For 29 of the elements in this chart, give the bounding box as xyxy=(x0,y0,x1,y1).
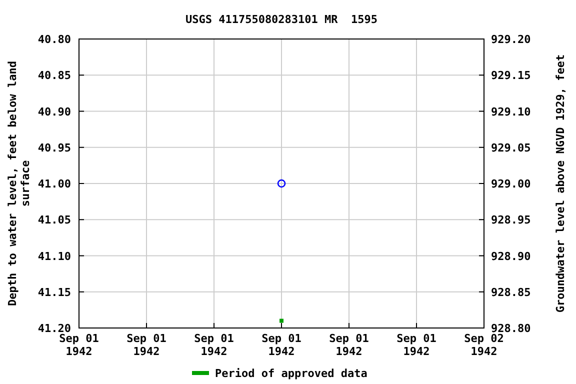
x-tick-label: Sep 01 1942 xyxy=(396,332,437,358)
y-tick-label: 41.05 xyxy=(38,214,71,227)
y2-tick-label: 928.95 xyxy=(491,214,531,227)
x-tick-label: Sep 01 1942 xyxy=(126,332,167,358)
y-tick-label: 40.90 xyxy=(38,105,71,118)
y2-tick-label: 929.00 xyxy=(491,178,531,190)
y2-tick-label: 929.10 xyxy=(491,105,531,118)
x-tick-label: Sep 01 1942 xyxy=(194,332,234,358)
y2-tick-label: 928.90 xyxy=(491,250,531,263)
y-tick-label: 41.10 xyxy=(38,250,71,263)
y2-tick-label: 929.15 xyxy=(491,69,531,82)
y-axis-title: Depth to water level, feet below land surface xyxy=(6,60,32,306)
y-tick-label: 41.15 xyxy=(38,286,71,299)
legend-label: Period of approved data xyxy=(215,367,368,380)
y-tick-label: 40.80 xyxy=(38,33,71,46)
x-tick-label: Sep 02 1942 xyxy=(464,332,504,358)
y-tick-label: 41.20 xyxy=(38,322,71,335)
y2-tick-label: 928.85 xyxy=(491,286,531,299)
y-tick-label: 40.95 xyxy=(38,141,71,154)
y-tick-label: 40.85 xyxy=(38,69,71,82)
chart-title: USGS 411755080283101 MR 1595 xyxy=(185,13,378,26)
x-tick-label: Sep 01 1942 xyxy=(59,332,100,358)
y2-axis-title: Groundwater level above NGVD 1929, feet xyxy=(554,54,567,313)
y-tick-label: 41.00 xyxy=(38,178,71,190)
y2-tick-label: 929.05 xyxy=(491,141,531,154)
y2-tick-label: 928.80 xyxy=(491,322,531,335)
x-tick-label: Sep 01 1942 xyxy=(262,332,302,358)
x-tick-label: Sep 01 1942 xyxy=(329,332,370,358)
y2-tick-label: 929.20 xyxy=(491,33,531,46)
